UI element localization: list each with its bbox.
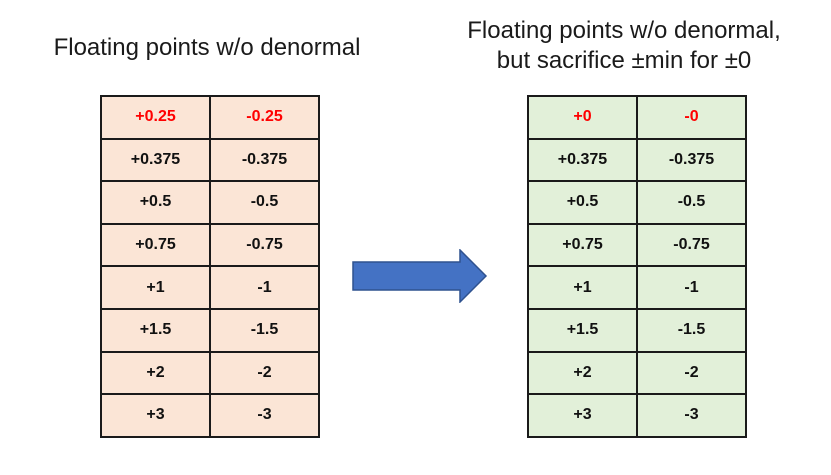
right-table-title: Floating points w/o denormal, but sacrif… [430, 16, 818, 76]
negative-value-cell: -0.5 [209, 180, 320, 225]
negative-value-cell: -0.75 [209, 222, 320, 268]
negative-value-cell: -0.5 [636, 180, 747, 225]
negative-value-cell: -3 [209, 393, 320, 438]
negative-value-cell: -0.375 [209, 137, 320, 183]
right-arrow-icon [352, 249, 488, 303]
table-row: +2 -2 [100, 350, 320, 396]
negative-value-cell: -3 [636, 393, 747, 438]
table-row: +3 -3 [527, 393, 747, 438]
negative-value-cell: -0.25 [209, 95, 320, 140]
positive-value-cell: +2 [527, 350, 638, 396]
table-row: +0.75 -0.75 [100, 222, 320, 268]
negative-value-cell: -2 [209, 350, 320, 396]
positive-value-cell: +0.5 [100, 180, 211, 225]
negative-value-cell: -0.375 [636, 137, 747, 183]
table-row: +0 -0 [527, 95, 747, 140]
table-row: +0.5 -0.5 [100, 180, 320, 225]
table-row: +0.5 -0.5 [527, 180, 747, 225]
right-table-title-line1: Floating points w/o denormal, [467, 17, 781, 44]
positive-value-cell: +2 [100, 350, 211, 396]
left-table-title: Floating points w/o denormal [53, 34, 361, 61]
positive-value-cell: +3 [100, 393, 211, 438]
negative-value-cell: -1.5 [636, 307, 747, 353]
negative-value-cell: -1 [209, 265, 320, 310]
table-row: +0.75 -0.75 [527, 222, 747, 268]
table-row: +1.5 -1.5 [100, 307, 320, 353]
positive-value-cell: +1 [100, 265, 211, 310]
left-value-table: +0.25 -0.25 +0.375 -0.375 +0.5 -0.5 +0.7… [100, 95, 320, 438]
right-table-title-line2: but sacrifice ±min for ±0 [496, 47, 752, 74]
table-row: +1.5 -1.5 [527, 307, 747, 353]
positive-value-cell: +1.5 [100, 307, 211, 353]
negative-value-cell: -0 [636, 95, 747, 140]
negative-value-cell: -1.5 [209, 307, 320, 353]
table-row: +1 -1 [527, 265, 747, 310]
positive-value-cell: +0.75 [527, 222, 638, 268]
positive-value-cell: +0.5 [527, 180, 638, 225]
negative-value-cell: -2 [636, 350, 747, 396]
positive-value-cell: +3 [527, 393, 638, 438]
negative-value-cell: -1 [636, 265, 747, 310]
table-row: +3 -3 [100, 393, 320, 438]
positive-value-cell: +0.375 [527, 137, 638, 183]
table-row: +1 -1 [100, 265, 320, 310]
table-row: +0.375 -0.375 [100, 137, 320, 183]
positive-value-cell: +1.5 [527, 307, 638, 353]
right-value-table: +0 -0 +0.375 -0.375 +0.5 -0.5 +0.75 -0.7… [527, 95, 747, 438]
positive-value-cell: +0 [527, 95, 638, 140]
table-row: +0.375 -0.375 [527, 137, 747, 183]
positive-value-cell: +0.375 [100, 137, 211, 183]
table-row: +2 -2 [527, 350, 747, 396]
positive-value-cell: +0.25 [100, 95, 211, 140]
negative-value-cell: -0.75 [636, 222, 747, 268]
table-row: +0.25 -0.25 [100, 95, 320, 140]
positive-value-cell: +1 [527, 265, 638, 310]
positive-value-cell: +0.75 [100, 222, 211, 268]
